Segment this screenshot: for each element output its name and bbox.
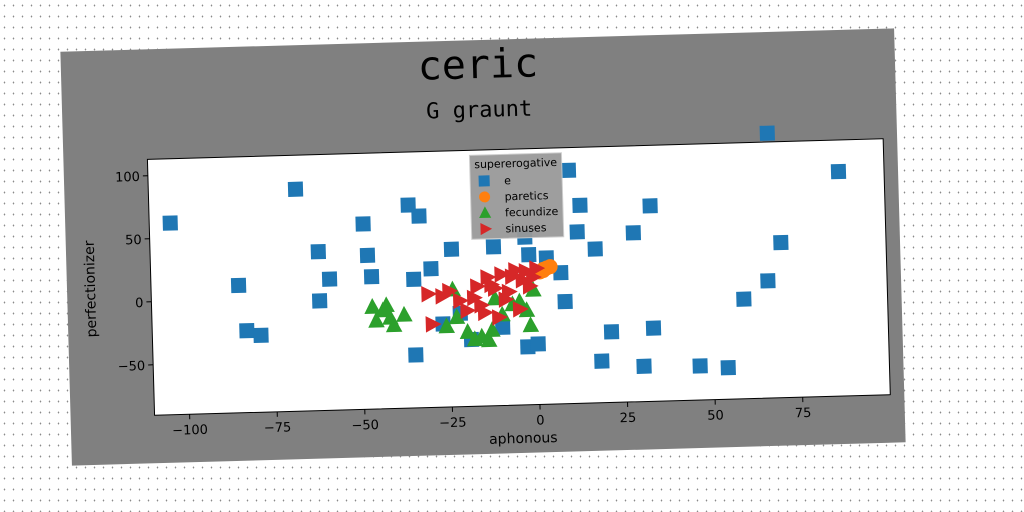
point-e: [594, 353, 610, 369]
y-tick-label: −50: [118, 359, 146, 375]
point-e: [495, 319, 511, 335]
x-tick-label: −50: [351, 418, 379, 434]
point-fecundize: [481, 331, 498, 348]
y-axis-label: perfectionizer: [82, 240, 101, 338]
legend-marker-fecundize: [479, 206, 492, 219]
point-sinuses: [491, 309, 508, 326]
point-e: [287, 181, 304, 197]
legend-label-sinuses: sinuses: [505, 221, 547, 235]
y-tick-label: 0: [135, 296, 144, 311]
point-fecundize: [459, 323, 477, 340]
point-e: [569, 224, 585, 240]
point-e: [355, 216, 371, 232]
point-e: [359, 247, 376, 264]
point-e: [720, 359, 736, 376]
point-sinuses: [425, 316, 442, 333]
x-tick-label: −75: [264, 420, 292, 436]
point-sinuses: [529, 260, 546, 277]
point-fecundize: [378, 296, 395, 313]
x-tick-label: 0: [536, 413, 545, 428]
point-e: [363, 269, 380, 285]
x-tick-label: −100: [172, 423, 208, 439]
point-e: [423, 261, 439, 277]
point-e: [408, 347, 424, 363]
point-e: [736, 291, 752, 307]
point-e: [625, 225, 642, 241]
x-tick-label: 75: [795, 406, 812, 421]
point-e: [557, 293, 573, 310]
legend-marker-sinuses: [480, 223, 493, 236]
point-fecundize: [484, 321, 501, 338]
point-sinuses: [452, 292, 469, 310]
point-sinuses: [442, 282, 459, 300]
point-fecundize: [368, 311, 385, 328]
point-e: [521, 246, 537, 263]
point-e: [572, 197, 588, 213]
legend-label-fecundize: fecundize: [505, 205, 559, 219]
point-e: [253, 327, 269, 344]
point-e: [310, 243, 327, 260]
x-tick-label: 50: [707, 408, 724, 423]
point-sinuses: [421, 285, 438, 303]
point-fecundize: [525, 280, 542, 297]
point-e: [411, 208, 427, 224]
y-tick-label: 50: [125, 233, 142, 248]
point-e: [692, 358, 708, 374]
point-sinuses: [501, 283, 518, 301]
x-axis-label: aphonous: [489, 430, 558, 448]
point-e: [636, 358, 652, 374]
legend-label-paretics: paretics: [504, 189, 549, 203]
point-sinuses: [470, 278, 487, 295]
scatter-plot: −100 −75 −50 −25 0 25 50 75 −50 0 50 100 aphonous per…: [82, 125, 891, 448]
point-e: [239, 322, 255, 339]
point-fecundize: [522, 316, 540, 333]
point-e: [645, 320, 662, 336]
point-fecundize: [385, 316, 403, 333]
point-sinuses: [508, 262, 525, 279]
point-sinuses: [494, 266, 511, 283]
point-e: [760, 273, 776, 289]
point-e: [560, 162, 577, 178]
legend-label-e: e: [504, 174, 511, 187]
point-e: [406, 271, 422, 288]
point-sinuses: [477, 304, 494, 322]
point-e: [311, 293, 328, 309]
point-fecundize: [364, 297, 381, 314]
legend-title: supererogative: [474, 156, 557, 171]
point-sinuses: [487, 280, 504, 297]
point-sinuses: [460, 302, 477, 320]
point-fecundize: [448, 308, 466, 325]
x-tick-label: −25: [439, 416, 467, 432]
point-e: [759, 125, 775, 141]
y-tick-label: 100: [115, 170, 140, 186]
point-e: [230, 277, 247, 294]
point-e: [162, 215, 178, 231]
point-e: [485, 239, 502, 255]
point-fecundize: [438, 317, 456, 334]
point-e: [587, 241, 603, 257]
point-e: [321, 271, 338, 287]
point-e: [443, 241, 460, 257]
point-e: [773, 234, 789, 251]
legend-marker-e: [478, 175, 490, 187]
point-e: [642, 198, 658, 214]
point-e: [830, 163, 847, 180]
legend-marker-paretics: [479, 191, 491, 203]
point-sinuses: [512, 301, 529, 318]
point-e: [603, 324, 620, 340]
point-e: [530, 336, 546, 352]
chart-figure: ceric G graunt −100 −75 −50 −25 0 25 50 75 −50 0 5…: [60, 28, 906, 466]
legend-box: [468, 152, 565, 240]
x-tick-label: 25: [620, 411, 637, 426]
point-fecundize: [396, 305, 413, 322]
